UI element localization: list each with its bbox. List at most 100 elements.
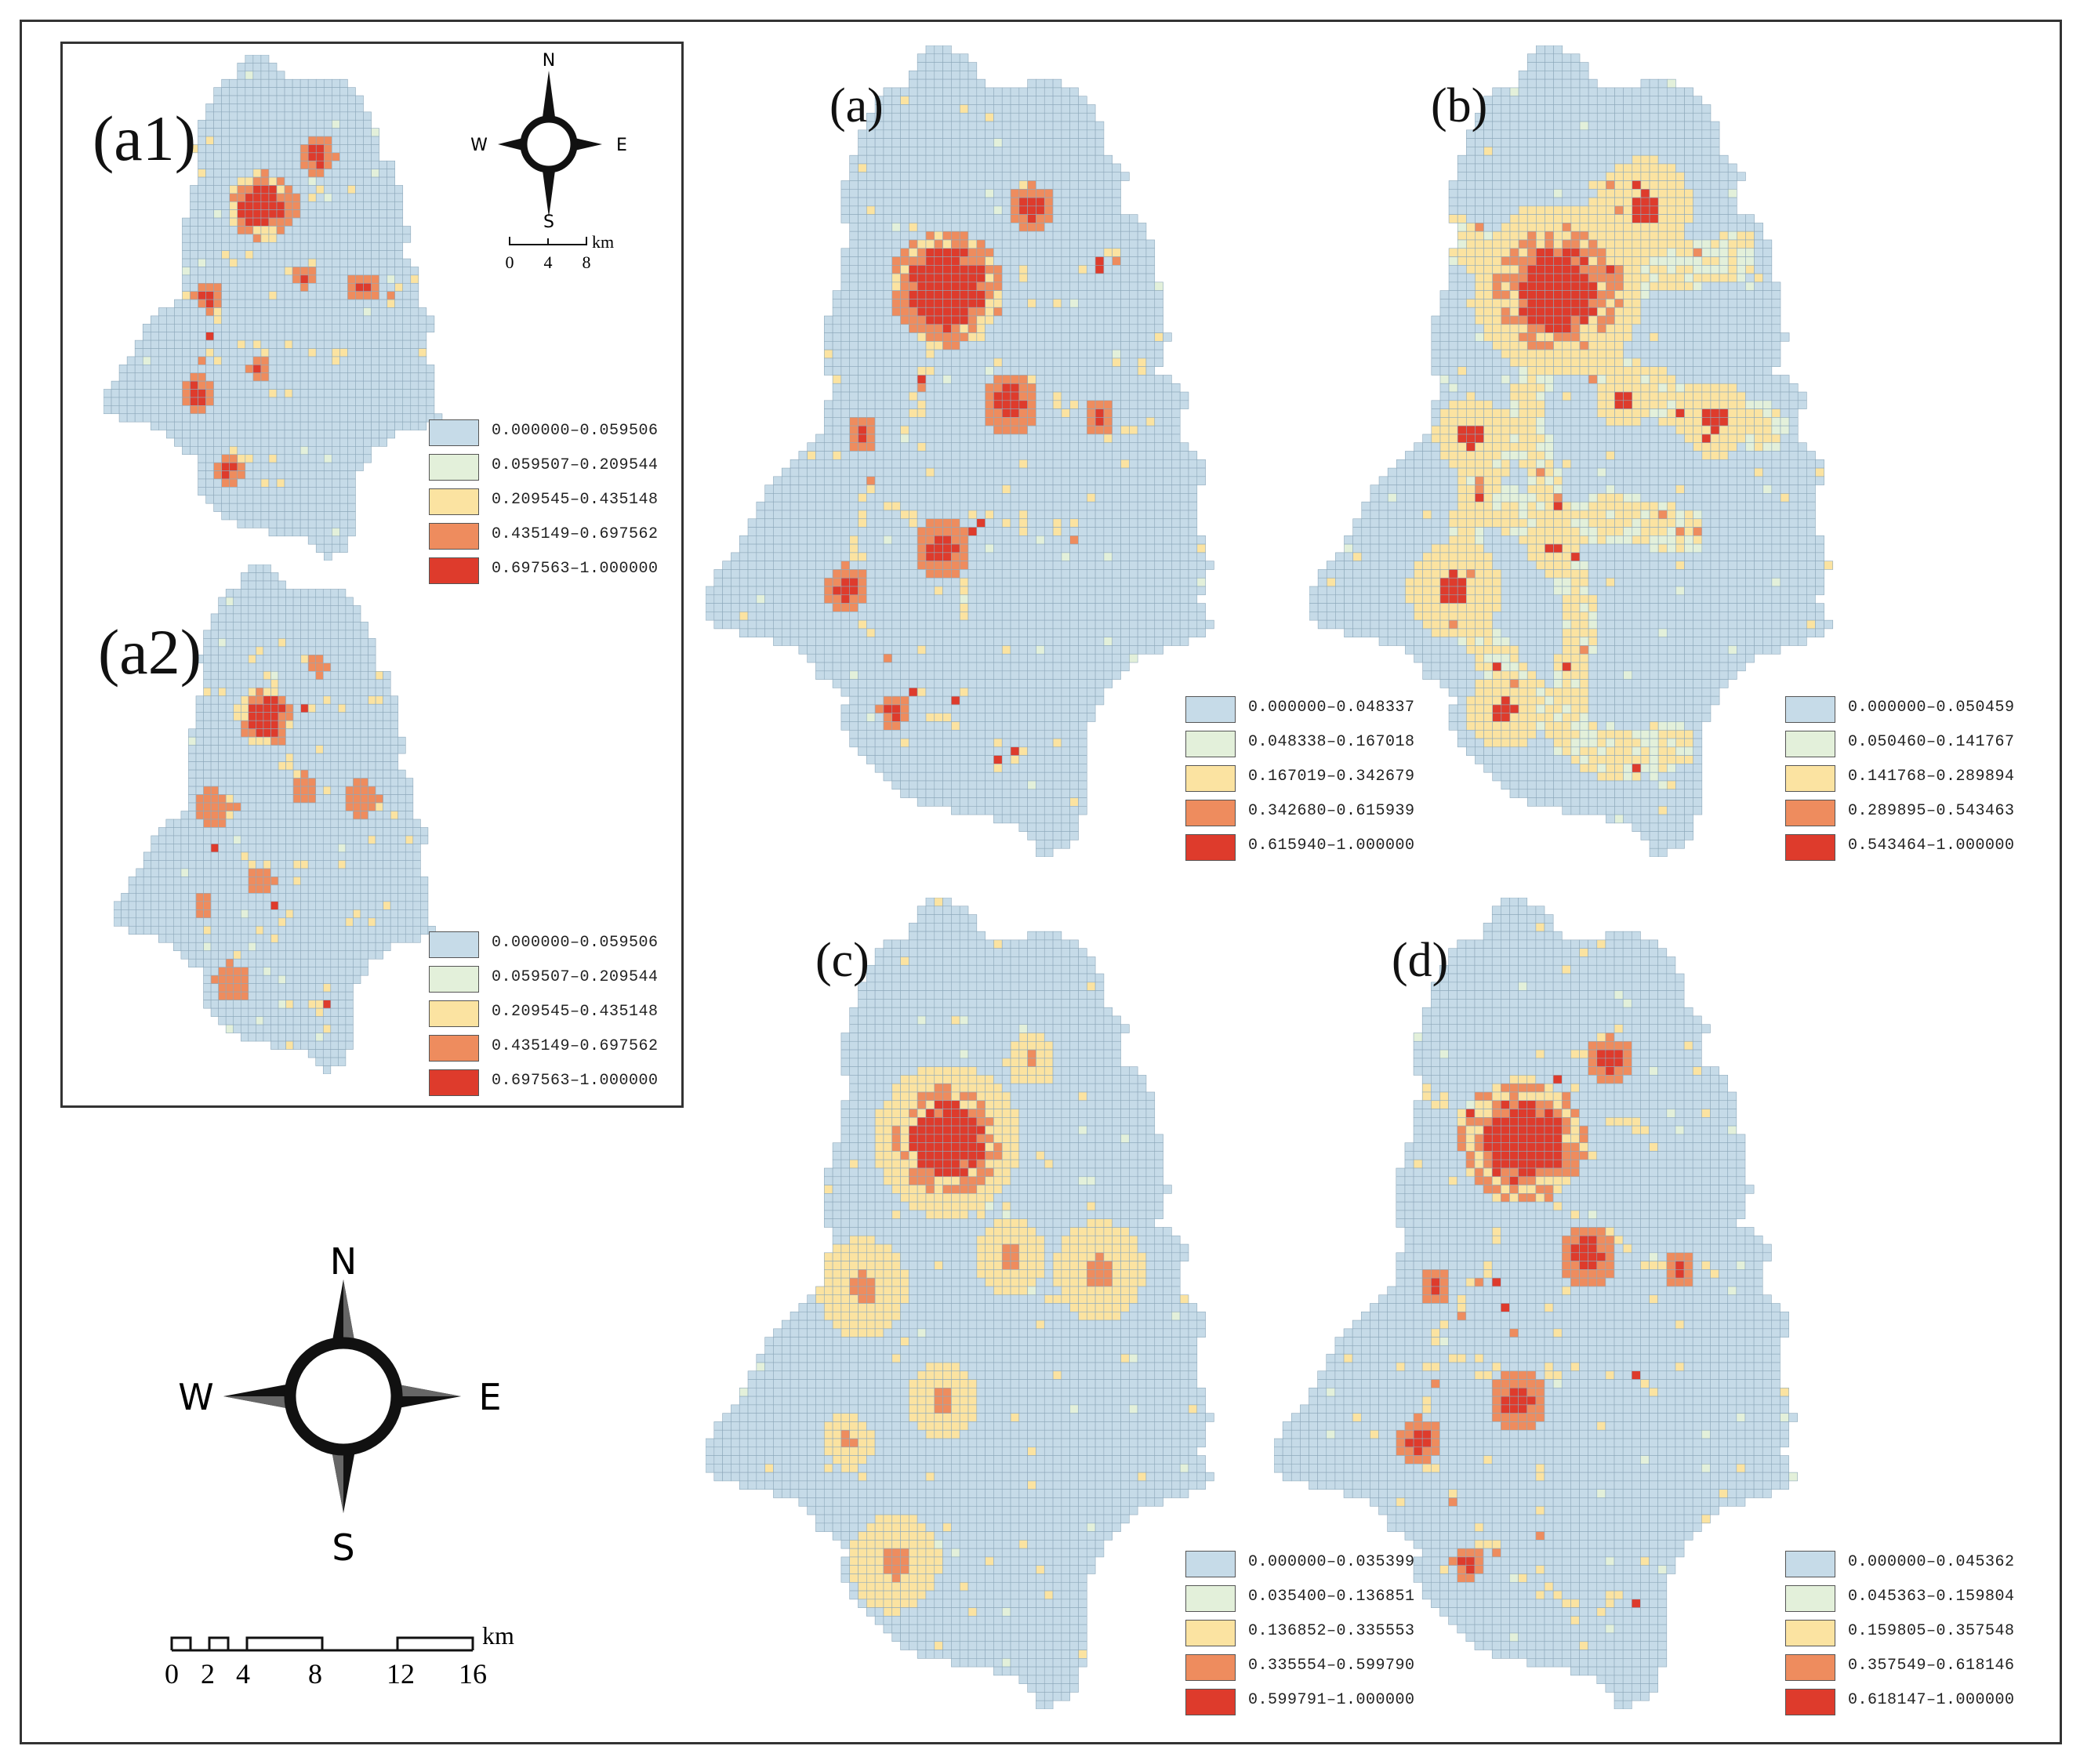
grid-cell — [942, 112, 952, 122]
grid-cell — [300, 728, 309, 738]
grid-cell — [256, 589, 264, 598]
grid-cell — [205, 372, 214, 382]
grid-cell — [1103, 349, 1113, 359]
grid-cell — [221, 397, 231, 406]
grid-cell — [1027, 408, 1036, 418]
grid-cell — [1069, 281, 1079, 291]
grid-cell — [278, 811, 286, 820]
grid-cell — [284, 437, 293, 447]
grid-cell — [237, 307, 246, 317]
grid-cell — [158, 835, 167, 844]
grid-cell — [353, 736, 361, 746]
grid-cell — [1086, 400, 1096, 409]
grid-cell — [307, 1016, 317, 1025]
grid-cell — [1044, 324, 1054, 333]
grid-cell — [353, 605, 361, 615]
grid-cell — [213, 136, 222, 145]
grid-cell — [951, 332, 960, 342]
grid-cell — [397, 835, 406, 844]
grid-cell — [245, 454, 254, 463]
grid-cell — [909, 425, 918, 435]
grid-cell — [976, 341, 986, 350]
grid-cell — [1061, 104, 1070, 114]
grid-cell — [959, 375, 969, 384]
grid-cell — [874, 459, 884, 469]
grid-cell — [925, 172, 935, 181]
grid-cell — [815, 434, 825, 444]
grid-cell — [967, 391, 978, 401]
grid-cell — [883, 281, 893, 291]
grid-cell — [967, 265, 978, 274]
grid-cell — [166, 421, 175, 430]
grid-cell — [951, 349, 960, 359]
grid-cell — [379, 348, 387, 358]
grid-cell — [270, 818, 279, 828]
grid-cell — [959, 290, 969, 299]
grid-cell — [976, 358, 986, 367]
grid-cell — [270, 769, 279, 779]
grid-cell — [213, 503, 222, 512]
grid-cell — [832, 349, 842, 359]
grid-cell — [300, 851, 309, 861]
grid-cell — [278, 753, 286, 762]
grid-cell — [284, 241, 293, 251]
grid-cell — [993, 273, 1003, 283]
grid-cell — [823, 349, 833, 359]
grid-cell — [332, 282, 340, 292]
grid-cell — [315, 1000, 324, 1009]
grid-cell — [1086, 324, 1096, 333]
grid-cell — [143, 901, 152, 910]
grid-cell — [270, 630, 279, 639]
grid-cell — [394, 389, 404, 398]
grid-cell — [205, 103, 214, 113]
grid-cell — [1001, 205, 1011, 215]
grid-cell — [158, 372, 167, 382]
grid-cell — [252, 348, 262, 358]
grid-cell — [151, 893, 159, 902]
grid-cell — [1154, 349, 1163, 359]
grid-cell — [323, 332, 332, 341]
grid-cell — [993, 147, 1003, 156]
grid-cell — [210, 827, 219, 837]
grid-cell — [338, 901, 347, 910]
grid-cell — [252, 103, 262, 113]
grid-cell — [993, 434, 1003, 444]
grid-cell — [345, 802, 354, 811]
grid-cell — [1027, 129, 1036, 139]
grid-cell — [1078, 442, 1087, 452]
grid-cell — [934, 375, 943, 384]
grid-cell — [345, 794, 354, 804]
grid-cell — [203, 802, 212, 811]
grid-cell — [270, 1007, 279, 1017]
grid-cell — [276, 413, 285, 423]
grid-cell — [1154, 425, 1163, 435]
grid-cell — [158, 413, 167, 423]
grid-cell — [221, 267, 231, 276]
grid-cell — [268, 478, 278, 488]
grid-cell — [1027, 434, 1036, 444]
grid-cell — [221, 160, 231, 169]
grid-cell — [371, 405, 379, 415]
grid-cell — [278, 1040, 286, 1050]
grid-cell — [225, 844, 234, 853]
grid-cell — [368, 679, 376, 688]
grid-cell — [985, 172, 994, 181]
grid-cell — [1112, 223, 1121, 232]
grid-cell — [292, 655, 301, 664]
grid-cell — [891, 214, 901, 223]
grid-cell — [959, 281, 969, 291]
grid-cell — [849, 248, 858, 257]
grid-cell — [345, 1016, 354, 1025]
grid-cell — [368, 728, 376, 738]
grid-cell — [874, 239, 884, 249]
grid-cell — [158, 397, 167, 406]
grid-cell — [1036, 315, 1045, 325]
grid-cell — [1137, 256, 1147, 266]
grid-cell — [1061, 332, 1070, 342]
grid-cell — [353, 687, 361, 697]
grid-cell — [237, 217, 246, 227]
grid-cell — [1052, 434, 1062, 444]
grid-cell — [218, 844, 227, 853]
grid-cell — [330, 605, 339, 615]
grid-cell — [307, 909, 317, 919]
